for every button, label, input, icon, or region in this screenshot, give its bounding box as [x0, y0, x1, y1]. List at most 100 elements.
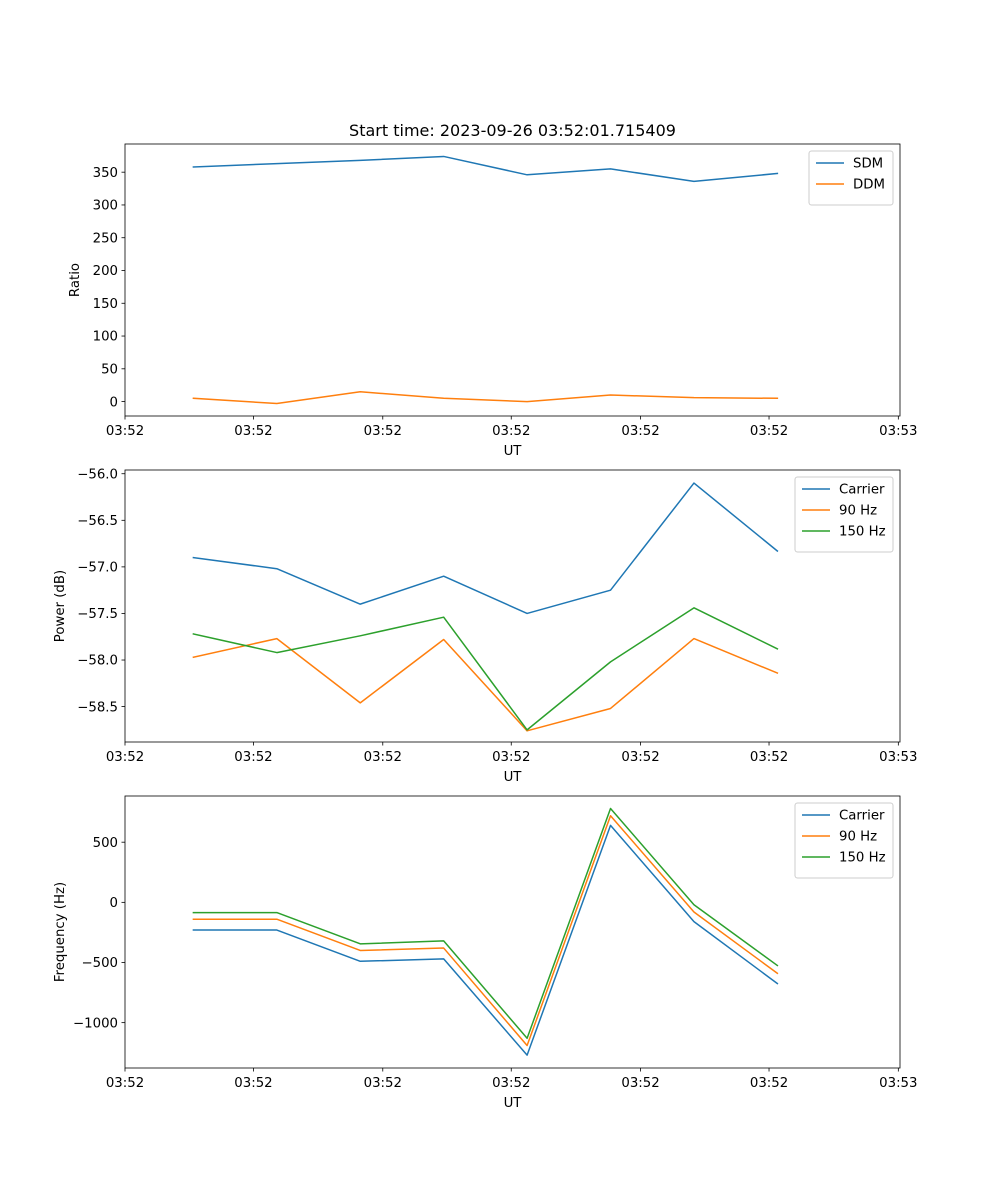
y-tick-label: 100	[93, 330, 118, 345]
legend-label: SDM	[853, 157, 883, 172]
data-point	[609, 167, 613, 171]
x-tick-label: 03:53	[879, 424, 917, 439]
x-tick-label: 03:52	[364, 424, 402, 439]
x-axis-label: UT	[504, 444, 523, 459]
data-point	[442, 957, 446, 961]
data-point	[191, 911, 195, 915]
data-point	[525, 611, 529, 615]
data-point	[442, 939, 446, 943]
x-axis-label: UT	[504, 770, 523, 785]
y-tick-label: −57.0	[77, 561, 118, 576]
x-tick-label: 03:52	[364, 1076, 402, 1091]
x-tick-label: 03:52	[750, 1076, 788, 1091]
data-point	[358, 158, 362, 162]
data-point	[692, 920, 696, 924]
data-point	[775, 982, 779, 986]
legend: Carrier 90 Hz 150 Hz	[794, 802, 894, 879]
data-point	[442, 615, 446, 619]
axes-frame	[124, 143, 901, 417]
series-line-150-hz	[192, 807, 779, 1040]
legend-box	[794, 802, 894, 879]
y-tick-label: −56.0	[77, 467, 118, 482]
legend-label: Carrier	[839, 483, 885, 498]
y-tick-label: 350	[93, 166, 118, 181]
data-point	[609, 807, 613, 811]
data-point	[275, 637, 279, 641]
x-tick-label: 03:52	[106, 750, 144, 765]
data-point	[442, 946, 446, 950]
x-axis-label: UT	[504, 1096, 523, 1111]
data-point	[275, 651, 279, 655]
series-line-150-hz	[192, 607, 779, 731]
chart-panel-3: 03:52 03:52 03:52 03:52 03:52 03:52 03:53 −1000…	[53, 795, 917, 1111]
data-point	[775, 971, 779, 975]
data-point	[609, 823, 613, 827]
x-tick-label: 03:52	[234, 750, 272, 765]
x-tick-label: 03:53	[879, 1076, 917, 1091]
legend-label: Carrier	[839, 809, 885, 824]
data-point	[358, 390, 362, 394]
data-point	[775, 964, 779, 968]
x-tick-label: 03:52	[621, 424, 659, 439]
data-point	[358, 602, 362, 606]
x-tick-label: 03:52	[750, 750, 788, 765]
series-line-ddm	[192, 391, 779, 405]
data-point	[191, 928, 195, 932]
y-tick-label: −56.5	[77, 514, 118, 529]
y-tick-label: 500	[93, 836, 118, 851]
legend-label: 150 Hz	[839, 525, 886, 540]
legend-label: 150 Hz	[839, 851, 886, 866]
data-point	[692, 179, 696, 183]
x-tick-label: 03:52	[621, 750, 659, 765]
y-tick-label: 200	[93, 264, 118, 279]
data-point	[358, 634, 362, 638]
chart-panel-1: Start time: 2023-09-26 03:52:01.715409 03…	[68, 121, 917, 459]
data-point	[692, 910, 696, 914]
data-point	[275, 402, 279, 406]
data-point	[191, 632, 195, 636]
data-point	[442, 396, 446, 400]
x-tick-label: 03:52	[234, 1076, 272, 1091]
series-line-sdm	[192, 155, 779, 183]
y-tick-label: −500	[81, 956, 118, 971]
data-point	[191, 655, 195, 659]
x-tick-label: 03:52	[492, 1076, 530, 1091]
series-line-90-hz	[192, 814, 779, 1047]
data-point	[525, 400, 529, 404]
x-tick-label: 03:52	[106, 424, 144, 439]
chart-title: Start time: 2023-09-26 03:52:01.715409	[349, 121, 676, 140]
x-tick-label: 03:52	[106, 1076, 144, 1091]
data-point	[275, 162, 279, 166]
data-point	[525, 173, 529, 177]
data-point	[775, 671, 779, 675]
y-axis-label: Ratio	[68, 263, 83, 297]
data-point	[525, 1044, 529, 1048]
data-point	[775, 647, 779, 651]
chart-panel-2: 03:52 03:52 03:52 03:52 03:52 03:52 03:53 −58.5…	[53, 467, 917, 785]
data-point	[692, 481, 696, 485]
x-tick-label: 03:52	[750, 424, 788, 439]
data-point	[442, 574, 446, 578]
legend-label: DDM	[853, 178, 885, 193]
x-tick-label: 03:52	[492, 750, 530, 765]
y-tick-label: 300	[93, 199, 118, 214]
data-point	[609, 660, 613, 664]
legend: Carrier 90 Hz 150 Hz	[794, 476, 894, 553]
series-line-carrier	[192, 824, 779, 1056]
data-point	[775, 549, 779, 553]
y-tick-label: −58.5	[77, 700, 118, 715]
data-point	[275, 917, 279, 921]
series-line-carrier	[192, 482, 779, 615]
data-point	[609, 393, 613, 397]
x-tick-label: 03:52	[234, 424, 272, 439]
axes-frame	[124, 795, 901, 1069]
data-point	[191, 917, 195, 921]
legend-box	[808, 150, 894, 206]
axes-frame	[124, 469, 901, 743]
legend-label: 90 Hz	[839, 830, 877, 845]
y-tick-label: −1000	[73, 1016, 118, 1031]
data-point	[358, 959, 362, 963]
data-point	[609, 706, 613, 710]
data-point	[275, 928, 279, 932]
